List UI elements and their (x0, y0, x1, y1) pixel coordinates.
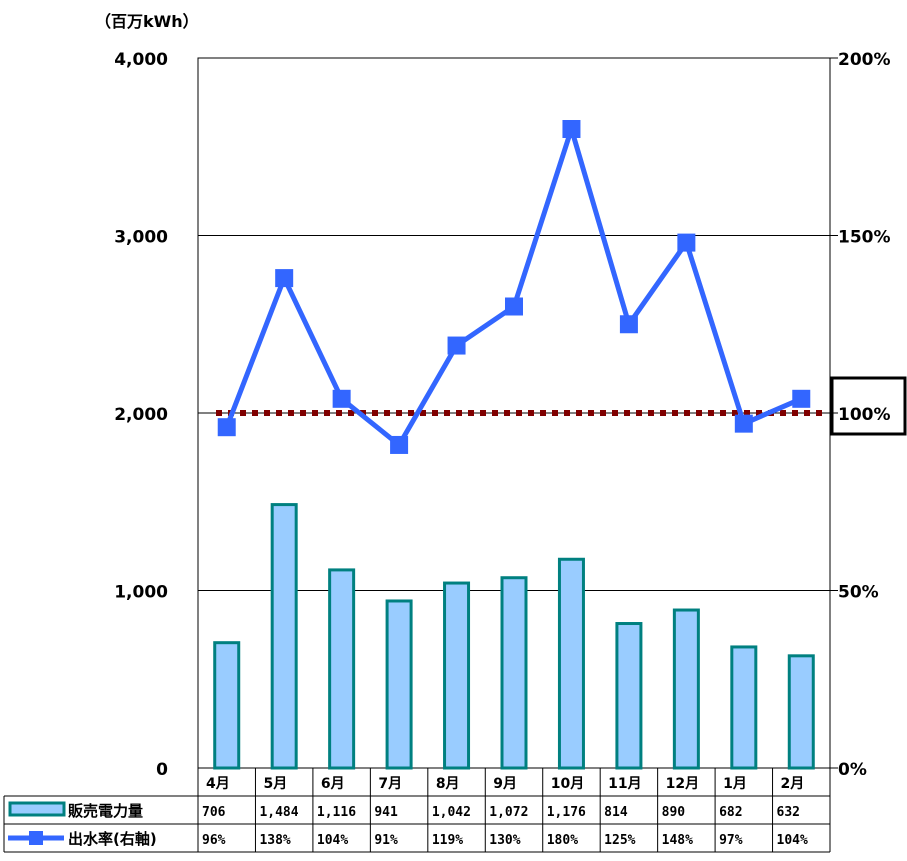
unit-label: （百万kWh） (95, 12, 199, 31)
bar-value-label: 632 (777, 805, 800, 820)
line-value-label: 104% (777, 833, 808, 848)
bar (443, 581, 471, 770)
line-value-label: 125% (604, 833, 635, 848)
category-label: 5月 (263, 776, 287, 792)
line-value-label: 148% (662, 833, 693, 848)
line-value-label: 119% (432, 833, 463, 848)
bar (730, 645, 758, 770)
bar-value-label: 706 (202, 805, 226, 820)
line-value-label: 91% (374, 833, 398, 848)
left-tick-label: 4,000 (114, 50, 168, 70)
right-tick-label: 200% (838, 50, 891, 70)
legend-label-line: 出水率(右軸) (68, 830, 157, 848)
bar (328, 568, 356, 770)
bar (213, 641, 241, 770)
bar-value-label: 1,484 (259, 805, 298, 820)
category-label: 1月 (723, 776, 747, 792)
legend-label-bars: 販売電力量 (68, 802, 143, 820)
bar-value-label: 682 (719, 805, 742, 820)
line-point (390, 435, 409, 454)
line-point (447, 336, 466, 355)
line-point (734, 414, 753, 433)
category-label: 11月 (608, 776, 641, 792)
series-line (224, 126, 803, 448)
line-point (217, 418, 236, 437)
category-label: 12月 (666, 776, 699, 792)
line-point (275, 269, 294, 288)
left-tick-label: 2,000 (114, 405, 168, 425)
bar-value-label: 1,072 (489, 805, 528, 820)
line-point (562, 120, 581, 138)
bar (270, 503, 298, 770)
line-point (677, 233, 696, 252)
bar (500, 576, 528, 770)
bar (385, 599, 413, 770)
line-point (332, 389, 351, 408)
category-label: 4月 (206, 776, 230, 792)
category-label: 8月 (436, 776, 460, 792)
highlight-box (830, 376, 907, 436)
bar (615, 622, 643, 770)
left-tick-label: 3,000 (114, 228, 168, 248)
line-series (217, 120, 811, 454)
category-label: 9月 (493, 776, 517, 792)
bar-value-label: 814 (604, 805, 628, 820)
right-tick-label: 150% (838, 228, 891, 248)
bar (672, 608, 700, 770)
bar-series (213, 503, 815, 770)
bar-value-label: 890 (662, 805, 686, 820)
line-point (792, 389, 811, 408)
category-label: 10月 (551, 776, 584, 792)
bar-value-label: 941 (374, 805, 398, 820)
left-tick-label: 1,000 (114, 583, 168, 603)
bar-value-label: 1,176 (547, 805, 586, 820)
right-tick-label: 100% (838, 405, 891, 425)
right-axis: 0% 50% 100% 150% 200% (830, 50, 891, 780)
bar (787, 654, 815, 770)
line-value-label: 138% (259, 833, 290, 848)
right-tick-label: 50% (838, 583, 879, 603)
line-value-label: 104% (317, 833, 348, 848)
category-label: 6月 (321, 776, 345, 792)
bar-value-label: 1,116 (317, 805, 356, 820)
legend-swatch-bars (8, 801, 66, 817)
category-label: 7月 (378, 776, 402, 792)
line-point (619, 315, 638, 334)
bar-value-label: 1,042 (432, 805, 471, 820)
category-label: 2月 (781, 776, 805, 792)
line-value-label: 97% (719, 833, 743, 848)
left-axis: 0 1,000 2,000 3,000 4,000 (114, 50, 168, 780)
legend-marker-line (29, 831, 43, 845)
line-value-label: 130% (489, 833, 520, 848)
right-tick-label: 0% (838, 760, 867, 780)
left-tick-label: 0 (156, 760, 168, 780)
line-value-label: 180% (547, 833, 578, 848)
line-point (505, 297, 523, 316)
bar (557, 557, 585, 770)
line-value-label: 96% (202, 833, 226, 848)
